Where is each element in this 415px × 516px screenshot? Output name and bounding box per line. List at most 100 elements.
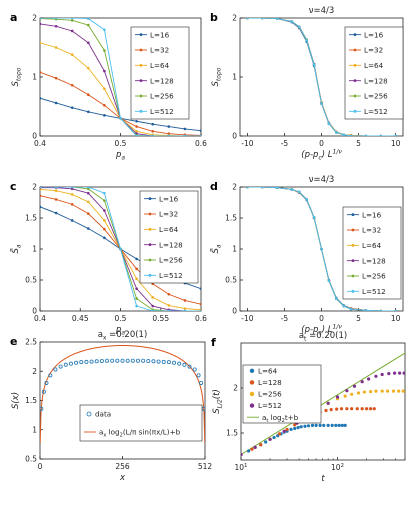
data-point xyxy=(44,380,49,385)
data-point xyxy=(199,134,201,136)
y-tick-label: 1.5 xyxy=(226,429,238,438)
data-point xyxy=(135,257,138,261)
x-tick-label: 10 xyxy=(391,314,401,323)
data-point xyxy=(335,131,338,134)
data-point xyxy=(135,277,138,281)
x-tick-label: 0.5 xyxy=(115,314,127,323)
data-point xyxy=(70,19,74,22)
series-data xyxy=(40,358,205,411)
series-L=512 xyxy=(246,187,397,311)
legend-label: at log2t+b xyxy=(262,413,299,424)
y-tick-label: 1.5 xyxy=(225,214,237,223)
data-point xyxy=(318,423,322,427)
data-point xyxy=(394,134,397,136)
data-point xyxy=(135,129,138,133)
legend-label: L=256 xyxy=(258,390,282,399)
legend: L=16 L=32 L=64 L=128 L=256 L=512 xyxy=(139,190,199,284)
data-point xyxy=(135,134,138,136)
data-point xyxy=(335,407,339,411)
data-point xyxy=(299,425,303,429)
data-point xyxy=(349,134,353,136)
data-point xyxy=(380,389,384,393)
data-point xyxy=(120,358,125,363)
data-point xyxy=(103,69,106,73)
panel-label: c xyxy=(10,180,17,193)
data-point xyxy=(103,104,106,107)
data-point xyxy=(246,18,249,20)
legend-box xyxy=(344,26,404,120)
legend-box xyxy=(342,206,402,300)
data-point xyxy=(54,101,58,105)
x-axis-label: pa xyxy=(115,325,125,337)
data-point xyxy=(151,359,156,364)
data-point xyxy=(297,25,301,29)
data-point xyxy=(167,309,171,311)
legend-label: L=256 xyxy=(362,272,386,281)
legend-marker xyxy=(351,274,355,278)
data-point xyxy=(40,96,42,100)
plot-area xyxy=(40,345,205,444)
data-point xyxy=(54,187,58,189)
legend-marker xyxy=(351,289,355,293)
data-point xyxy=(355,407,359,411)
legend-marker xyxy=(139,63,143,67)
data-point xyxy=(70,187,74,191)
data-point xyxy=(119,117,122,120)
data-point xyxy=(296,426,300,430)
data-point xyxy=(352,384,357,388)
data-point xyxy=(322,423,326,427)
data-point xyxy=(167,125,171,128)
data-point xyxy=(40,41,42,45)
legend-marker xyxy=(148,258,152,262)
x-tick-label: 0.45 xyxy=(72,314,89,323)
x-tick-label: -10 xyxy=(241,139,253,148)
legend-marker xyxy=(351,213,355,217)
data-point xyxy=(374,389,378,393)
legend-label: L=64 xyxy=(159,225,179,234)
legend-marker xyxy=(139,48,143,52)
data-point xyxy=(151,304,154,308)
data-point xyxy=(40,406,44,411)
legend: L=16 L=32 L=64 L=128 L=256 L=512 xyxy=(344,26,404,120)
plot-area xyxy=(246,18,397,136)
data-point xyxy=(326,423,330,427)
plot-area xyxy=(40,18,201,136)
legend-marker xyxy=(139,109,143,113)
data-point xyxy=(397,389,401,393)
y-tick-label: 2 xyxy=(232,183,237,192)
y-tick-label: 1 xyxy=(232,73,237,82)
data-point xyxy=(241,453,243,457)
data-point xyxy=(135,304,138,308)
data-point xyxy=(183,134,187,136)
y-tick-label: 0 xyxy=(232,132,237,141)
data-point xyxy=(339,407,344,411)
data-point xyxy=(119,247,122,251)
data-point xyxy=(70,193,74,196)
data-point xyxy=(250,447,254,451)
data-point xyxy=(330,423,334,427)
data-point xyxy=(103,49,106,52)
data-point xyxy=(172,360,177,365)
legend-marker xyxy=(249,391,255,397)
data-point xyxy=(87,18,90,20)
data-point xyxy=(177,361,182,366)
legend-marker xyxy=(139,33,143,37)
data-point xyxy=(402,371,405,375)
x-axis-label: t xyxy=(321,474,325,484)
plot-area xyxy=(246,187,397,311)
legend-marker xyxy=(353,33,357,37)
data-point xyxy=(68,361,73,366)
data-point xyxy=(305,198,308,201)
data-point xyxy=(264,440,268,444)
data-point xyxy=(253,445,257,449)
x-tick-label: 0.55 xyxy=(152,314,169,323)
y-tick-label: 2 xyxy=(32,367,37,376)
legend-marker xyxy=(249,368,255,373)
legend-label: L=32 xyxy=(364,46,383,55)
panel-c: 0.4 0.45 0.5 0.55 0.6 0 0.5 1 1.5 2 c pa S̃a L=16 L=32… xyxy=(9,180,207,337)
y-tick-label: 2 xyxy=(232,14,237,23)
data-point xyxy=(53,367,58,372)
data-point xyxy=(89,359,94,364)
legend-label: L=16 xyxy=(362,210,382,219)
legend-label: L=512 xyxy=(362,287,386,296)
